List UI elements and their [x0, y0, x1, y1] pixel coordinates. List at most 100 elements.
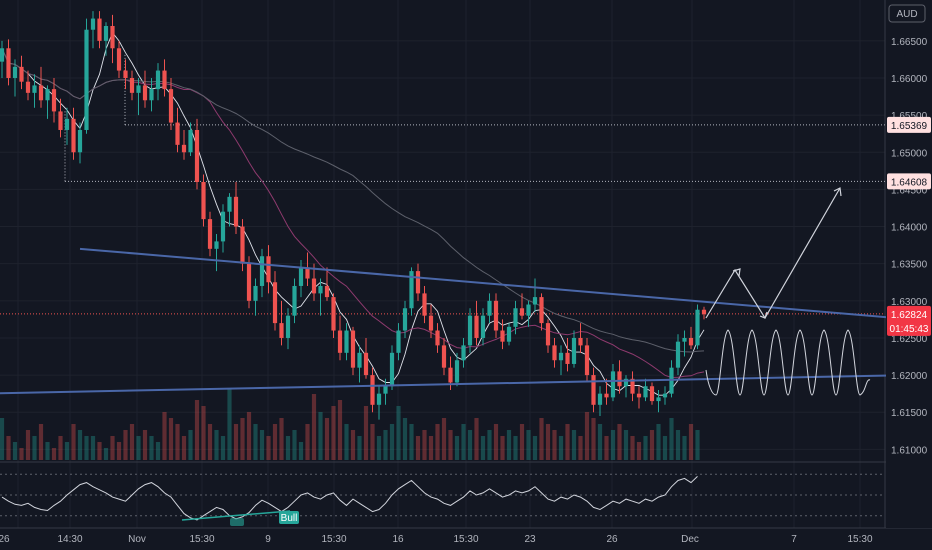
volume-bar: [487, 430, 492, 460]
candle-body: [643, 386, 648, 398]
candle-body: [578, 337, 583, 346]
candle-body: [110, 25, 115, 49]
candle-body: [617, 371, 622, 387]
candle-body: [357, 352, 362, 368]
volume-bar: [662, 436, 668, 460]
time-tick-label: 7: [791, 534, 797, 545]
current-price-label: 1.62824: [891, 310, 928, 321]
price-tick-label: 1.63000: [891, 297, 928, 308]
volume-bar: [240, 418, 245, 460]
volume-bar: [201, 406, 206, 460]
candle-body: [155, 70, 161, 90]
volume-bar: [552, 430, 557, 460]
candle-body: [266, 256, 271, 283]
candle-body: [539, 297, 544, 324]
time-tick-label: Dec: [681, 534, 699, 545]
price-tick-label: 1.66000: [891, 74, 928, 85]
candle-body: [389, 352, 395, 387]
candle-body: [6, 48, 11, 78]
candle-body: [32, 85, 37, 93]
candle-body: [474, 315, 479, 338]
candle-body: [526, 304, 531, 316]
candle-body: [149, 89, 154, 101]
volume-bar: [298, 442, 304, 460]
candle-body: [649, 386, 655, 402]
candle-body: [370, 375, 375, 405]
candle-body: [311, 278, 317, 294]
volume-bars: [0, 388, 700, 460]
volume-bar: [448, 430, 453, 460]
volume-bar: [584, 412, 590, 460]
candle-body: [396, 330, 401, 353]
time-tick-label: 15:30: [847, 534, 872, 545]
candle-body: [201, 181, 206, 220]
candle-body: [402, 308, 408, 331]
rsi-signal-marker: [230, 518, 244, 526]
time-tick-label: 9: [265, 534, 271, 545]
time-axis[interactable]: 26 14:30 Nov 15:30 9 15:30 16 15:30 23 26 Dec 7 15:3…: [0, 529, 932, 550]
price-tick-label: 1.62000: [891, 371, 928, 382]
price-tick-label: 1.64000: [891, 223, 928, 234]
candle-body: [272, 282, 278, 324]
volume-bar: [565, 424, 570, 460]
candle-body: [51, 89, 57, 112]
candle-body: [337, 330, 343, 353]
time-tick-label: 26: [0, 534, 10, 545]
volume-bar: [103, 448, 109, 460]
volume-bar: [292, 430, 297, 460]
candle-body: [38, 85, 44, 101]
candle-body: [246, 263, 252, 301]
volume-bar: [305, 424, 310, 460]
candle-body: [116, 48, 122, 71]
volume-bar: [461, 424, 466, 460]
volume-bar: [246, 412, 252, 460]
price-tick-label: 1.65000: [891, 148, 928, 159]
volume-bar: [435, 424, 440, 460]
price-tick-label: 1.63500: [891, 260, 928, 271]
candle-body: [591, 375, 596, 405]
volume-bar: [428, 436, 434, 460]
volume-bar: [623, 430, 629, 460]
volume-bar: [630, 436, 635, 460]
volume-bar: [370, 424, 375, 460]
currency-label: AUD: [896, 9, 917, 20]
volume-bar: [64, 442, 70, 460]
candle-body: [695, 309, 700, 346]
volume-bar: [32, 436, 37, 460]
time-tick-label: 16: [392, 534, 404, 545]
range-wave-drawing: [705, 329, 871, 396]
volume-bar: [51, 448, 57, 460]
candle-body: [214, 241, 219, 249]
countdown-label: 01:45:43: [890, 324, 929, 335]
candle-body: [253, 285, 258, 301]
volume-bar: [350, 430, 356, 460]
volume-bar: [591, 418, 596, 460]
candle-body: [162, 70, 167, 90]
candle-body: [344, 330, 349, 353]
rsi-signal-label: Bull: [281, 513, 298, 524]
time-tick-label: Nov: [128, 534, 146, 545]
volume-bar: [604, 436, 609, 460]
volume-bar: [454, 436, 460, 460]
candle-body: [415, 271, 421, 294]
candle-body: [175, 122, 180, 145]
candle-body: [513, 308, 518, 327]
volume-bar: [617, 424, 622, 460]
arrow-head: [759, 311, 768, 319]
volume-bar: [45, 442, 50, 460]
price-tick-label: 1.66500: [891, 37, 928, 48]
candle-body: [331, 297, 336, 331]
candle-body: [207, 219, 213, 249]
price-levels: [0, 54, 885, 315]
volume-bar: [318, 412, 323, 460]
candle-body: [435, 330, 440, 346]
candle-body: [467, 315, 473, 346]
volume-bar: [656, 424, 661, 460]
candle-body: [662, 393, 668, 398]
volume-bar: [90, 436, 96, 460]
price-axis[interactable]: 1.66500 1.66000 1.65500 1.65000 1.64500 1.640…: [886, 0, 932, 528]
projection-drawings[interactable]: [705, 187, 871, 396]
candle-body: [480, 315, 486, 338]
volume-bar: [376, 436, 382, 460]
